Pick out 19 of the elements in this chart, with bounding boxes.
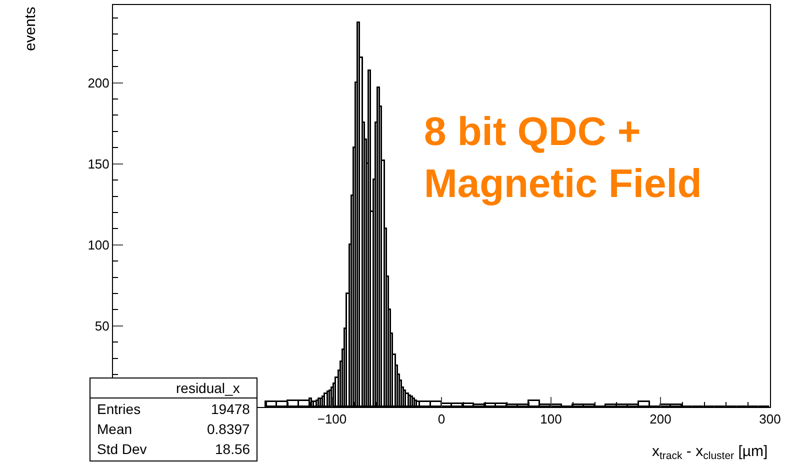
y-axis-title: events: [22, 6, 39, 51]
annotation: 8 bit QDC + Magnetic Field: [424, 110, 702, 206]
x-tick-label: 200: [650, 412, 672, 427]
y-tick-label: 200: [88, 75, 110, 90]
text: 0.8397: [207, 421, 250, 437]
x-tick-label: −100: [317, 412, 347, 427]
x-tick-label: 0: [438, 412, 446, 427]
y-tick-label: 50: [94, 318, 110, 334]
x-tick-label: 300: [759, 412, 781, 427]
x-tick-label: 100: [540, 412, 562, 427]
y-tick-label: 150: [88, 156, 110, 172]
x-axis-title: x$_{track}$ - x$_{cluster}$ [µm]: [652, 443, 768, 462]
annotation: residual_x: [176, 380, 240, 396]
y-tick-label: 100: [88, 237, 110, 252]
annotation: Entries: [97, 401, 141, 417]
annotation: 19478: [211, 401, 250, 417]
text: 18.56: [215, 441, 250, 457]
text: Mean: [97, 421, 132, 437]
text: Std Dev: [97, 441, 147, 457]
